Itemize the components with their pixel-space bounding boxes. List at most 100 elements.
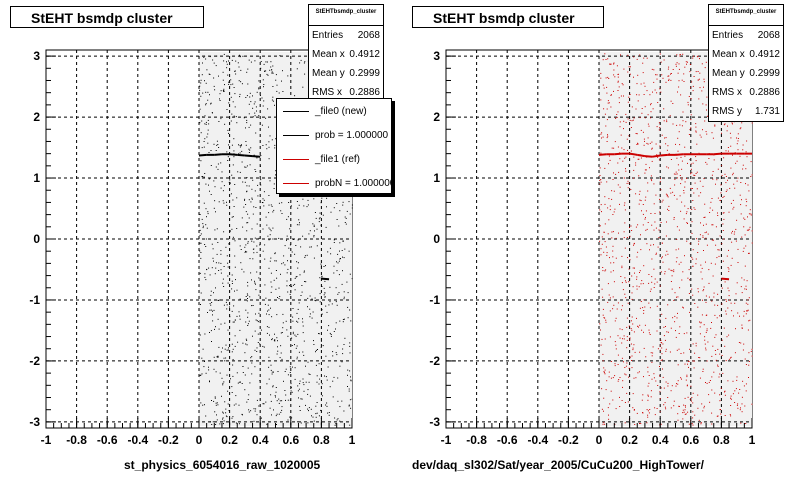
scatter-point: [661, 74, 663, 76]
scatter-point: [610, 94, 612, 96]
scatter-point: [265, 401, 267, 403]
x-tick-label: 0.2: [221, 433, 238, 447]
scatter-point: [323, 266, 325, 267]
scatter-point: [619, 406, 621, 407]
scatter-point: [700, 192, 702, 194]
scatter-point: [627, 149, 628, 151]
scatter-point: [605, 321, 607, 323]
scatter-point: [724, 281, 726, 283]
scatter-point: [251, 279, 252, 281]
scatter-point: [268, 267, 270, 269]
scatter-point: [607, 76, 609, 78]
scatter-point: [260, 184, 262, 186]
scatter-point: [199, 272, 201, 274]
scatter-point: [741, 277, 743, 279]
scatter-point: [723, 157, 725, 159]
scatter-point: [236, 122, 238, 124]
scatter-point: [318, 221, 320, 223]
scatter-point: [693, 207, 695, 209]
scatter-point: [207, 129, 209, 131]
scatter-point: [226, 374, 228, 376]
scatter-point: [246, 293, 248, 295]
scatter-point: [727, 267, 729, 269]
scatter-point: [698, 357, 700, 358]
scatter-point: [336, 304, 338, 306]
scatter-point: [626, 362, 628, 364]
scatter-point: [601, 388, 603, 390]
scatter-point: [686, 332, 688, 334]
scatter-point: [280, 332, 282, 334]
scatter-point: [211, 341, 212, 342]
scatter-point: [623, 335, 625, 337]
scatter-point: [284, 390, 286, 391]
scatter-point: [687, 208, 689, 210]
scatter-point: [728, 295, 730, 297]
right-stats-row: Entries 2068: [709, 26, 783, 45]
scatter-point: [604, 223, 606, 225]
scatter-point: [231, 59, 233, 61]
scatter-point: [252, 248, 254, 250]
scatter-point: [748, 252, 749, 254]
scatter-point: [205, 121, 207, 123]
scatter-point: [302, 235, 304, 237]
scatter-point: [275, 79, 277, 81]
scatter-point: [234, 345, 236, 347]
scatter-point: [660, 178, 661, 180]
scatter-point: [222, 412, 224, 414]
scatter-point: [343, 291, 345, 293]
scatter-point: [744, 288, 746, 290]
scatter-point: [627, 118, 629, 120]
scatter-point: [631, 367, 633, 369]
scatter-point: [210, 290, 212, 292]
scatter-point: [604, 338, 606, 340]
scatter-point: [202, 404, 204, 406]
scatter-point: [241, 268, 243, 270]
scatter-point: [736, 404, 738, 406]
scatter-point: [608, 102, 610, 104]
scatter-point: [312, 311, 314, 313]
scatter-point: [349, 399, 351, 401]
scatter-point: [602, 296, 604, 298]
scatter-point: [342, 321, 344, 323]
scatter-point: [711, 300, 713, 302]
scatter-point: [339, 210, 341, 212]
scatter-point: [341, 361, 343, 363]
scatter-point: [227, 262, 229, 264]
scatter-point: [724, 123, 726, 125]
scatter-point: [222, 384, 224, 386]
scatter-point: [351, 204, 353, 206]
y-tick-label: 0: [433, 232, 440, 246]
scatter-point: [339, 250, 340, 252]
scatter-point: [221, 395, 222, 397]
scatter-point: [643, 144, 645, 146]
scatter-point: [695, 130, 697, 132]
scatter-point: [643, 331, 644, 333]
scatter-point: [315, 217, 317, 219]
scatter-point: [287, 260, 288, 262]
scatter-point: [684, 186, 686, 188]
scatter-point: [226, 63, 228, 65]
scatter-point: [212, 314, 213, 316]
scatter-point: [654, 213, 656, 214]
scatter-point: [727, 179, 728, 181]
scatter-point: [751, 230, 753, 232]
scatter-point: [318, 363, 320, 365]
stats-label: Mean y: [712, 68, 745, 79]
scatter-point: [629, 356, 631, 358]
scatter-point: [272, 65, 274, 67]
scatter-point: [351, 398, 353, 400]
scatter-point: [655, 194, 657, 196]
scatter-point: [230, 84, 232, 86]
scatter-point: [718, 249, 720, 251]
left-stats-row: Entries 2068: [309, 26, 383, 45]
scatter-point: [647, 371, 649, 373]
scatter-point: [277, 297, 278, 298]
scatter-point: [251, 197, 253, 199]
scatter-point: [681, 177, 683, 179]
scatter-point: [297, 308, 299, 310]
series-segment: [629, 152, 638, 156]
scatter-point: [730, 397, 731, 399]
scatter-point: [650, 390, 652, 392]
scatter-point: [205, 103, 207, 105]
scatter-point: [640, 249, 642, 251]
